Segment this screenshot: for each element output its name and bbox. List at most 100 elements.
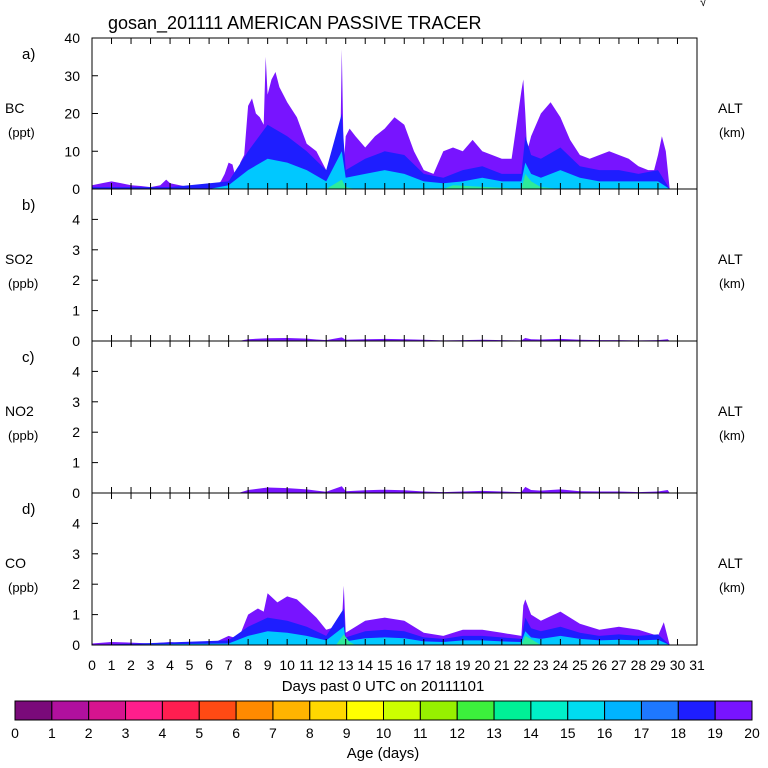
species-label: SO2 (5, 251, 33, 267)
x-tick-label: 22 (514, 657, 530, 673)
unit-label: (ppt) (8, 125, 35, 140)
species-label: CO (5, 555, 26, 571)
colorbar-tick-label: 14 (523, 725, 539, 741)
colorbar-tick-label: 16 (597, 725, 613, 741)
x-tick-label: 28 (631, 657, 647, 673)
colorbar-swatch (198, 700, 237, 721)
y-tick-label: 2 (72, 576, 80, 592)
alt-label: ALT (718, 403, 743, 419)
x-tick-label: 12 (318, 657, 334, 673)
corner-mark: √ (700, 0, 707, 9)
x-tick-label: 8 (244, 657, 252, 673)
colorbar-tick-label: 1 (48, 725, 56, 741)
plot-frame (91, 188, 698, 342)
colorbar-tick-label: 18 (671, 725, 687, 741)
y-tick-label: 3 (72, 546, 80, 562)
colorbar-swatch (383, 700, 421, 721)
panel-letter: c) (22, 349, 35, 366)
x-tick-label: 0 (88, 657, 96, 673)
x-tick-label: 4 (166, 657, 174, 673)
colorbar-swatch (530, 700, 569, 721)
colorbar-swatch (51, 700, 90, 721)
x-axis-label: Days past 0 UTC on 20111101 (282, 678, 485, 695)
colorbar-swatch (309, 700, 348, 721)
x-tick-label: 21 (494, 657, 510, 673)
colorbar-swatch (640, 700, 679, 721)
alt-unit-label: (km) (719, 276, 745, 291)
x-tick-label: 16 (396, 657, 412, 673)
y-tick-label: 4 (72, 515, 80, 531)
species-label: BC (5, 100, 24, 116)
colorbar-swatch (161, 700, 200, 721)
y-tick-label: 1 (72, 303, 80, 319)
x-tick-label: 1 (108, 657, 116, 673)
plot-frame (91, 492, 698, 646)
x-tick-label: 29 (650, 657, 666, 673)
y-tick-label: 3 (72, 242, 80, 258)
species-label: NO2 (5, 403, 34, 419)
x-tick-label: 31 (689, 657, 705, 673)
colorbar-tick-label: 19 (707, 725, 723, 741)
colorbar-swatch (125, 700, 163, 721)
y-tick-label: 40 (64, 30, 80, 46)
chart-title: gosan_201111 AMERICAN PASSIVE TRACER (108, 13, 482, 34)
x-tick-labels: 0 1 2 3 4 5 6 7 8 9 10 11 12 13 14 15 16 17 18 19 20 21 22 23 24… (88, 657, 705, 673)
colorbar-tick-label: 8 (306, 725, 314, 741)
area-series (92, 173, 670, 189)
colorbar-tick-label: 2 (85, 725, 93, 741)
x-tick-label: 2 (127, 657, 135, 673)
alt-label: ALT (718, 100, 743, 116)
panels: 010203040a)BC(ppt)ALT(km)01234b)SO2(ppb)… (5, 30, 745, 653)
colorbar-label: Age (days) (347, 745, 420, 762)
colorbar-swatch (14, 700, 53, 721)
x-tick-label: 5 (186, 657, 194, 673)
panel-bc: 0 10 20 30 40 a) BC (ppt) ALT (km) (5, 30, 745, 197)
colorbar-tick-label: 10 (376, 725, 392, 741)
y-tick-label: 0 (72, 637, 80, 653)
y-tick-label: 4 (72, 363, 80, 379)
alt-label: ALT (718, 251, 743, 267)
unit-label: (ppb) (8, 276, 38, 291)
colorbar-tick-label: 13 (486, 725, 502, 741)
x-tick-label: 19 (455, 657, 471, 673)
colorbar-tick-label: 12 (449, 725, 465, 741)
panel-letter: a) (22, 46, 35, 63)
colorbar-swatch (714, 700, 753, 721)
colorbar-swatch (677, 700, 716, 721)
y-tick-label: 20 (64, 106, 80, 122)
x-tick-label: 20 (475, 657, 491, 673)
alt-unit-label: (km) (719, 125, 745, 140)
x-tick-label: 11 (299, 657, 314, 673)
colorbar-tick-label: 3 (122, 725, 130, 741)
colorbar-tick-label: 4 (159, 725, 167, 741)
alt-unit-label: (km) (719, 580, 745, 595)
y-tick-label: 4 (72, 211, 80, 227)
colorbar-swatch (346, 700, 384, 721)
x-tick-label: 3 (147, 657, 155, 673)
y-tick-label: 0 (72, 485, 80, 501)
colorbar-tick-label: 6 (232, 725, 240, 741)
colorbar-swatch (235, 700, 274, 721)
y-tick-label: 1 (72, 607, 80, 623)
colorbar-tick-label: 17 (634, 725, 650, 741)
x-tick-label: 15 (377, 657, 393, 673)
y-tick-label: 3 (72, 394, 80, 410)
y-tick-label: 0 (72, 333, 80, 349)
x-tick-label: 26 (592, 657, 608, 673)
x-tick-label: 9 (264, 657, 272, 673)
y-tick-label: 1 (72, 455, 80, 471)
colorbar-tick-label: 15 (560, 725, 576, 741)
y-tick-label: 30 (64, 68, 80, 84)
x-tick-label: 7 (225, 657, 233, 673)
panel-letter: d) (22, 501, 35, 518)
x-tick-label: 24 (553, 657, 569, 673)
area-series (92, 486, 670, 493)
y-tick-label: 10 (64, 143, 80, 159)
colorbar-tick-label: 7 (269, 725, 277, 741)
colorbar-swatch (419, 700, 458, 721)
panel-letter: b) (22, 197, 35, 214)
colorbar-tick-labels: 0 1 2 3 4 5 6 7 8 9 10 11 12 13 14 15 16 17 18 19 20 (11, 725, 760, 741)
x-tick-label: 10 (279, 657, 295, 673)
area-series (92, 634, 670, 645)
